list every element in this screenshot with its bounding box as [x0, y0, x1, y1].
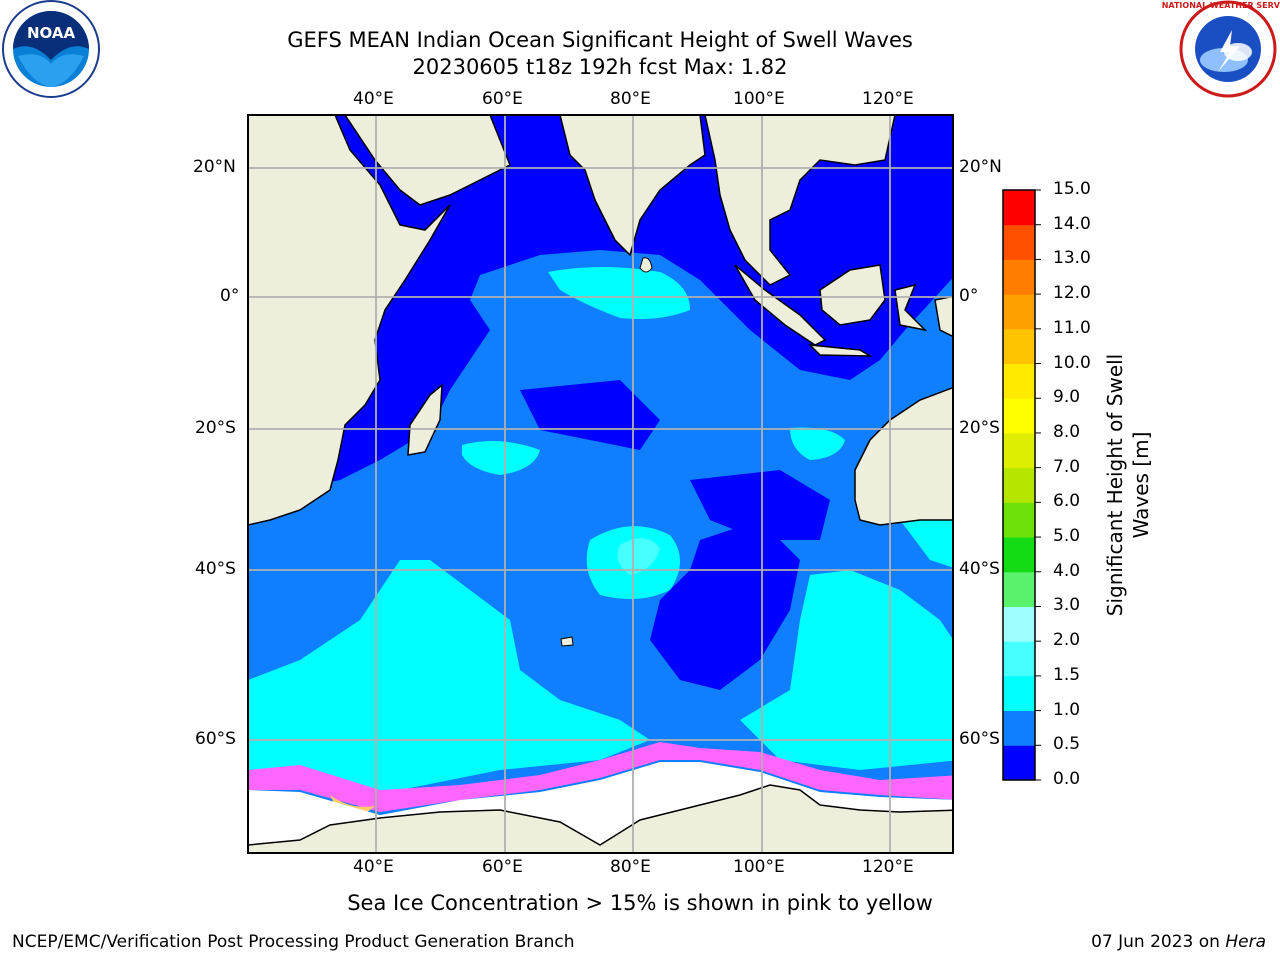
- map-gridlines: [248, 115, 953, 853]
- lon-label-bottom-60e: 60°E: [482, 857, 523, 877]
- colorbar-swatch: [1003, 502, 1035, 538]
- lat-label-right-20s: 20°S: [959, 418, 1000, 438]
- land-sumatra: [734, 264, 827, 346]
- sea-ice-caption: Sea Ice Concentration > 15% is shown in …: [347, 891, 933, 915]
- colorbar: [1003, 189, 1041, 781]
- colorbar-swatch: [1003, 328, 1035, 365]
- noaa-logo: NOAA: [2, 0, 100, 98]
- swell-low-patch: [520, 380, 660, 450]
- lat-label-left-20s: 20°S: [195, 418, 236, 438]
- lon-label-bottom-100e: 100°E: [733, 857, 785, 877]
- lon-label-bottom-40e: 40°E: [353, 857, 394, 877]
- colorbar-swatch: [1003, 537, 1035, 573]
- colorbar-tick-label: 13.0: [1053, 248, 1091, 269]
- lon-label-top-40e: 40°E: [353, 89, 394, 109]
- colorbar-swatch: [1003, 259, 1035, 295]
- colorbar-tick-label: 15.0: [1053, 179, 1091, 199]
- colorbar-tick-label: 8.0: [1053, 421, 1081, 442]
- land-australia: [854, 386, 953, 526]
- colorbar-tick-label: 9.0: [1053, 387, 1081, 408]
- lat-label-left-40s: 40°S: [195, 559, 236, 579]
- colorbar-swatch: [1003, 190, 1035, 226]
- swell-cyan-southeast: [740, 570, 953, 770]
- colorbar-tick-label: 1.5: [1053, 664, 1081, 685]
- swell-cyan-patch: [790, 427, 845, 460]
- colorbar-swatch: [1003, 467, 1035, 503]
- colorbar-swatch: [1003, 294, 1035, 330]
- lat-label-left-60s: 60°S: [195, 729, 236, 749]
- land-africa: [248, 115, 451, 526]
- colorbar-tick-label: 6.0: [1053, 491, 1081, 512]
- colorbar-swatch: [1003, 398, 1035, 434]
- lat-label-right-0: 0°: [959, 286, 979, 306]
- colorbar-swatch: [1003, 363, 1035, 399]
- footer-host: Hera: [1225, 932, 1266, 952]
- lon-label-top-100e: 100°E: [733, 89, 785, 109]
- land-se-asia: [704, 115, 896, 286]
- colorbar-tick-label: 12.0: [1053, 283, 1091, 304]
- sea-ice-margin: [248, 742, 953, 812]
- lat-label-left-0: 0°: [220, 286, 240, 306]
- svg-text:NOAA: NOAA: [27, 24, 76, 42]
- lon-label-top-120e: 120°E: [862, 89, 914, 109]
- colorbar-swatch: [1003, 710, 1035, 746]
- land-arabia: [344, 115, 511, 206]
- colorbar-tick-label: 3.0: [1053, 595, 1081, 616]
- colorbar-tick-label: 0.5: [1053, 734, 1081, 755]
- land-java: [807, 344, 873, 357]
- lat-label-left-20n: 20°N: [193, 157, 236, 177]
- colorbar-label-line2: Waves [m]: [1129, 431, 1153, 539]
- lon-label-bottom-120e: 120°E: [862, 857, 914, 877]
- colorbar-tick-label: 2.0: [1053, 630, 1081, 651]
- land-madagascar: [407, 383, 443, 456]
- swell-cyan-equatorial: [548, 267, 690, 319]
- nws-logo: NATIONAL WEATHER SERVICE: [1162, 0, 1280, 98]
- colorbar-tick-label: 7.0: [1053, 456, 1081, 477]
- footer-date: 07 Jun 2023 on Hera: [1091, 932, 1266, 952]
- colorbar-tick-label: 10.0: [1053, 352, 1091, 373]
- colorbar-label-line1: Significant Height of Swell: [1103, 353, 1127, 617]
- lat-label-right-60s: 60°S: [959, 729, 1000, 749]
- colorbar-label: Significant Height of Swell Waves [m]: [1102, 354, 1154, 616]
- colorbar-tick-label: 11.0: [1053, 317, 1091, 338]
- map-frame: [247, 114, 954, 854]
- footer-date-text: 07 Jun 2023 on: [1091, 932, 1226, 952]
- land-sri-lanka: [639, 257, 653, 273]
- colorbar-swatch: [1003, 571, 1035, 607]
- svg-text:NATIONAL WEATHER SERVICE: NATIONAL WEATHER SERVICE: [1162, 1, 1280, 10]
- colorbar-frame: [1002, 189, 1036, 781]
- footer-branch: NCEP/EMC/Verification Post Processing Pr…: [12, 932, 575, 952]
- colorbar-swatch: [1003, 224, 1035, 260]
- colorbar-tick-label: 1.0: [1053, 699, 1081, 720]
- map-subtitle: 20230605 t18z 192h fcst Max: 1.82: [412, 55, 788, 79]
- colorbar-swatch: [1003, 745, 1035, 781]
- colorbar-swatch: [1003, 675, 1035, 712]
- swell-cyan-southwest: [248, 560, 650, 790]
- colorbar-tick-label: 0.0: [1053, 769, 1081, 789]
- swell-cyan-patch: [462, 441, 540, 475]
- colorbar-tick-label: 14.0: [1053, 213, 1091, 234]
- colorbar-swatch: [1003, 432, 1035, 469]
- colorbar-tick-label: 4.0: [1053, 560, 1081, 581]
- land-antarctica: [248, 784, 953, 853]
- lat-label-right-20n: 20°N: [959, 157, 1002, 177]
- lon-label-top-60e: 60°E: [482, 89, 523, 109]
- map-area: [248, 115, 953, 853]
- swell-cyan-east: [900, 520, 953, 568]
- colorbar-swatch: [1003, 606, 1035, 642]
- colorbar-tick-label: 5.0: [1053, 526, 1081, 547]
- map-title: GEFS MEAN Indian Ocean Significant Heigh…: [287, 28, 913, 52]
- swell-lightcyan-patch: [617, 538, 660, 575]
- lat-label-right-40s: 40°S: [959, 559, 1000, 579]
- lon-label-bottom-80e: 80°E: [610, 857, 651, 877]
- land-kerguelen: [560, 636, 574, 647]
- colorbar-swatch: [1003, 641, 1035, 677]
- lon-label-top-80e: 80°E: [610, 89, 651, 109]
- swell-low-patch: [690, 470, 830, 540]
- land-borneo: [819, 264, 886, 326]
